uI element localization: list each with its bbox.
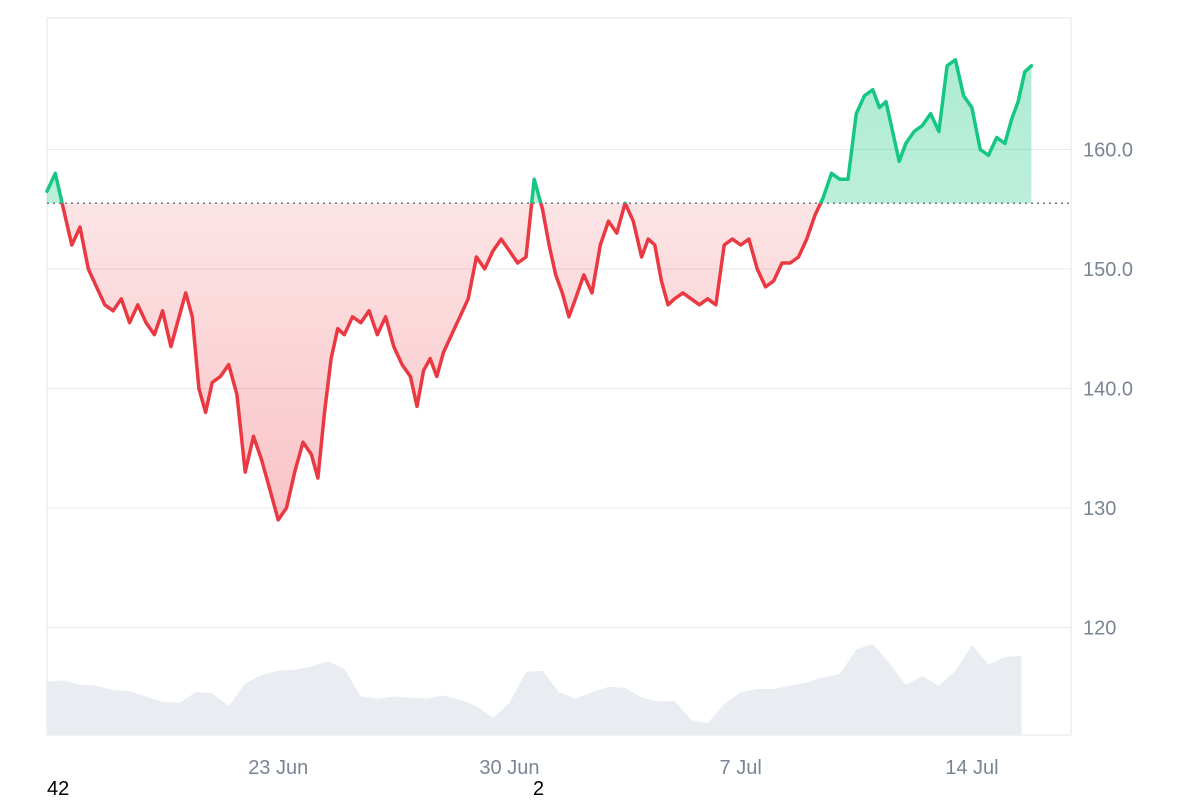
x-tick-label-0: 23 Jun bbox=[248, 757, 308, 779]
bottom-middle-label: 2 bbox=[533, 778, 545, 800]
y-tick-label-4: 120 bbox=[1083, 617, 1116, 639]
y-tick-label-2: 140.0 bbox=[1083, 378, 1133, 400]
y-axis-ticks: 160.0 150.0 140.0 130 120 bbox=[1083, 139, 1133, 639]
x-tick-label-1: 30 Jun bbox=[479, 757, 539, 779]
bottom-left-label: 42 bbox=[47, 778, 70, 800]
price-line-above-baseline bbox=[45, 58, 1034, 204]
y-tick-label-3: 130 bbox=[1083, 498, 1116, 520]
y-tick-label-1: 150.0 bbox=[1083, 259, 1133, 281]
y-tick-label-0: 160.0 bbox=[1083, 139, 1133, 161]
price-line-below-baseline bbox=[60, 203, 823, 522]
x-tick-label-2: 7 Jul bbox=[720, 757, 762, 779]
x-tick-label-3: 14 Jul bbox=[945, 757, 998, 779]
x-axis-ticks: 23 Jun 30 Jun 7 Jul 14 Jul bbox=[248, 757, 998, 779]
volume-area bbox=[47, 644, 1022, 735]
area-above-baseline bbox=[47, 59, 1032, 204]
